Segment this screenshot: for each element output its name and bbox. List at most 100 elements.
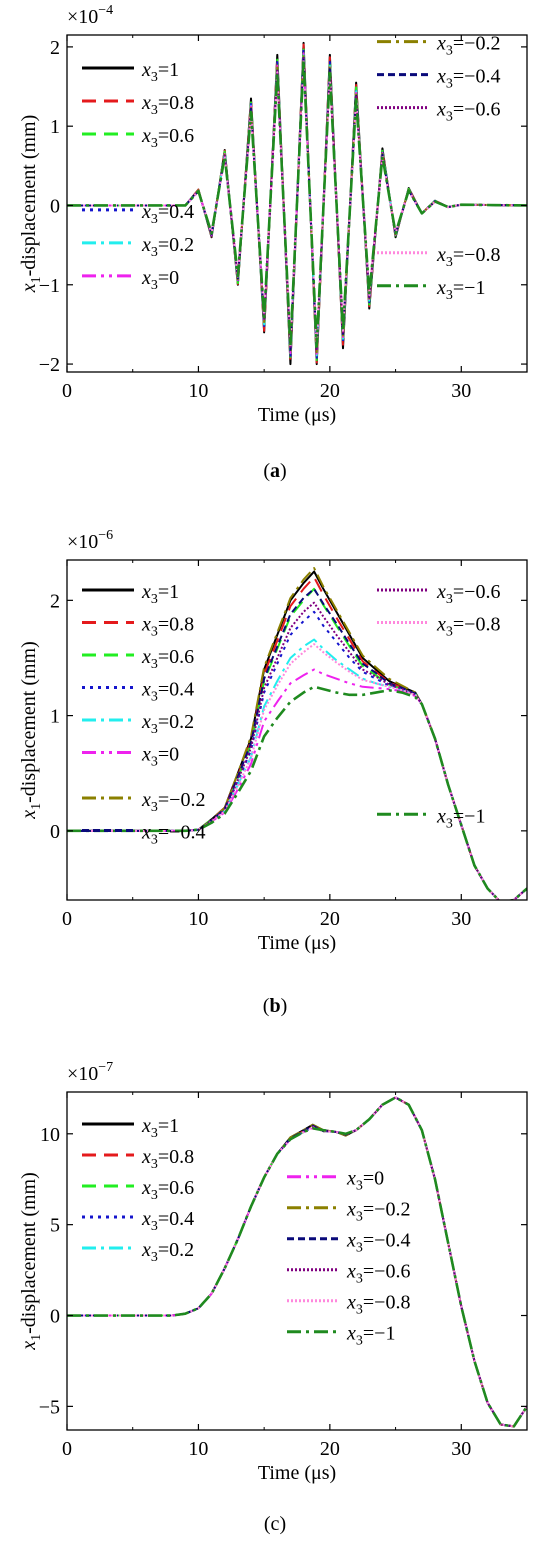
y-exponent-power: −4	[98, 3, 113, 18]
legend-label-sub: 3	[446, 625, 453, 640]
legend-label-var: x	[346, 1261, 356, 1283]
legend-label-sub: 3	[151, 755, 158, 770]
legend-label-value: =0.6	[158, 1177, 194, 1199]
y-tick-label: 1	[50, 706, 60, 728]
legend-label: x3=0	[141, 744, 179, 770]
legend-label-var: x	[141, 711, 151, 733]
x-axis-title: Time (μs)	[258, 1462, 336, 1484]
panel-caption: (a)	[263, 460, 286, 482]
x-axis-title: Time (μs)	[258, 404, 336, 426]
y-axis-title-rest: -displacement (mm)	[18, 1172, 40, 1334]
legend-label-sub: 3	[151, 592, 158, 607]
legend-label-var: x	[141, 201, 151, 223]
series-line-5	[67, 668, 527, 900]
y-axis-title-sub: 1	[29, 803, 44, 810]
legend-label: x3=−0.4	[141, 822, 205, 848]
legend-label: x3=0.6	[141, 1177, 194, 1203]
legend-label-value: =−1	[453, 805, 486, 827]
legend-label-sub: 3	[446, 255, 453, 270]
legend-label: x3=0.4	[141, 201, 194, 227]
y-tick-label: −5	[39, 1396, 60, 1418]
legend-label-value: =−0.6	[453, 99, 501, 121]
legend-label-value: =−0.2	[158, 789, 206, 811]
x-tick-label: 30	[451, 1438, 471, 1460]
legend-label-sub: 3	[356, 1210, 363, 1225]
legend-label-sub: 3	[446, 77, 453, 92]
legend-label-value: =0.4	[158, 201, 194, 223]
series-line-2	[67, 587, 527, 900]
y-tick-label: 2	[50, 37, 60, 59]
series-line-9	[67, 1096, 527, 1428]
y-axis-title: x1-displacement (mm)	[18, 115, 44, 294]
legend-label-var: x	[436, 66, 446, 88]
x-tick-label: 10	[188, 908, 208, 930]
legend-label-sub: 3	[151, 212, 158, 227]
y-exponent-label: ×10−4	[67, 3, 113, 28]
series-line-5	[67, 1096, 527, 1428]
panel-caption-letter: a	[270, 460, 280, 482]
legend-label: x3=0.4	[141, 679, 194, 705]
legend-label-sub: 3	[446, 288, 453, 303]
legend-label: x3=−0.8	[346, 1292, 410, 1318]
legend-label-value: =1	[158, 59, 179, 81]
legend-label-value: =−0.6	[453, 581, 501, 603]
legend-label-value: =0.2	[158, 1239, 194, 1261]
legend-label: x3=0.6	[141, 646, 194, 672]
y-axis-title-var: x	[18, 1341, 40, 1351]
legend-label: x3=1	[141, 1115, 179, 1141]
legend-label-value: =−0.8	[453, 614, 501, 636]
legend-label-var: x	[141, 1115, 151, 1137]
legend-label: x3=0.8	[141, 614, 194, 640]
series-line-8	[67, 1096, 527, 1428]
y-axis-title-sub: 1	[29, 1334, 44, 1341]
legend-label-var: x	[436, 277, 446, 299]
x-tick-label: 20	[320, 380, 340, 402]
series-line-6	[67, 1096, 527, 1428]
legend-label-sub: 3	[151, 245, 158, 260]
legend-label-sub: 3	[356, 1241, 363, 1256]
legend-label-value: =0.4	[158, 1208, 194, 1230]
x-tick-label: 20	[320, 908, 340, 930]
legend-label-value: =0.8	[158, 614, 194, 636]
legend-label: x3=−1	[346, 1323, 395, 1349]
y-exponent-power: −7	[98, 1060, 113, 1075]
legend-label-value: =−0.8	[453, 244, 501, 266]
panel-caption: (c)	[264, 1513, 286, 1535]
series-line-6	[67, 567, 527, 900]
series-group	[67, 1096, 527, 1428]
legend-label-var: x	[436, 581, 446, 603]
y-tick-label: 1	[50, 116, 60, 138]
legend-label-var: x	[436, 805, 446, 827]
series-line-8	[67, 601, 527, 900]
legend-label-value: =0	[363, 1168, 384, 1190]
series-line-2	[67, 1096, 527, 1428]
legend-label-sub: 3	[151, 1250, 158, 1265]
legend-label-var: x	[141, 679, 151, 701]
y-axis-title-rest: -displacement (mm)	[18, 641, 40, 803]
legend-label-value: =−0.4	[363, 1230, 411, 1252]
y-tick-label: 0	[50, 195, 60, 217]
series-line-9	[67, 643, 527, 900]
legend-label-sub: 3	[446, 816, 453, 831]
legend-label-sub: 3	[151, 800, 158, 815]
legend-label-value: =0	[158, 267, 179, 289]
legend-label: x3=−1	[436, 805, 485, 831]
legend-label-var: x	[346, 1323, 356, 1345]
series-line-10	[67, 1096, 527, 1428]
legend-label-value: =0.6	[158, 125, 194, 147]
legend-label-value: =0.8	[158, 1146, 194, 1168]
x-tick-label: 0	[62, 1438, 72, 1460]
legend-label: x3=−0.8	[436, 244, 500, 270]
legend-label-var: x	[141, 59, 151, 81]
legend-label: x3=0	[141, 267, 179, 293]
plot-frame	[66, 34, 528, 373]
x-tick-label: 10	[188, 380, 208, 402]
legend-label-var: x	[141, 1146, 151, 1168]
legend-label: x3=0.2	[141, 1239, 194, 1265]
legend-label-sub: 3	[356, 1303, 363, 1318]
legend-label-value: =0.2	[158, 234, 194, 256]
legend-label: x3=0.8	[141, 1146, 194, 1172]
y-tick-label: −1	[39, 275, 60, 297]
legend-label-var: x	[346, 1230, 356, 1252]
